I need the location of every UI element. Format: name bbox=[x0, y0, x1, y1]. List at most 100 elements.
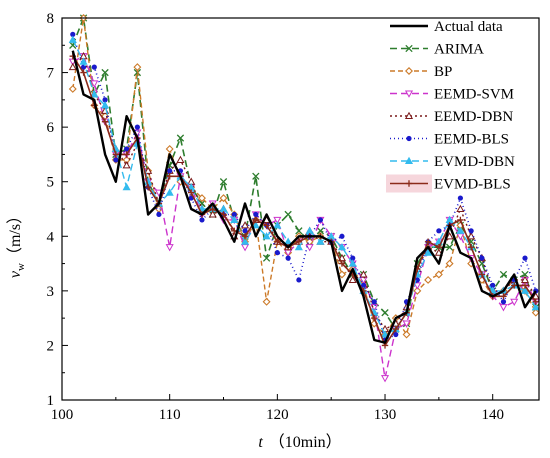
x-axis-label: t （10min） bbox=[258, 433, 341, 451]
legend: Actual data ARIMA BP EEMD-SVM EEMD-DBN EEMD-B… bbox=[386, 19, 515, 193]
legend-item-actual-data: Actual data bbox=[390, 19, 503, 35]
data-point-bp bbox=[133, 63, 142, 72]
data-point-evmd-bls bbox=[521, 282, 529, 289]
x-axis-symbol: t bbox=[258, 434, 263, 451]
data-point-evmd-bls bbox=[500, 293, 507, 300]
data-point-eemd-bls bbox=[124, 146, 130, 152]
data-point-evmd-dbn bbox=[262, 232, 271, 240]
series-line-actual-data bbox=[71, 50, 537, 344]
data-point-bp bbox=[197, 194, 206, 203]
data-point-eemd-bls bbox=[360, 282, 367, 288]
data-point-eemd-svm bbox=[380, 375, 390, 383]
data-point-eemd-dbn bbox=[144, 166, 153, 174]
data-point-bp bbox=[531, 308, 540, 317]
data-point-bp bbox=[219, 194, 228, 203]
data-point-eemd-dbn bbox=[240, 221, 250, 229]
data-point-eemd-bls bbox=[522, 255, 528, 261]
data-point-evmd-dbn bbox=[79, 57, 88, 65]
data-point-evmd-bls bbox=[166, 173, 173, 180]
data-point-evmd-dbn bbox=[380, 330, 390, 338]
data-point-evmd-bls bbox=[101, 118, 109, 125]
data-point-eemd-bls bbox=[436, 228, 442, 234]
data-point-evmd-bls bbox=[252, 216, 260, 224]
data-point-eemd-bls bbox=[113, 157, 119, 163]
data-point-eemd-bls bbox=[350, 255, 356, 261]
data-point-eemd-bls bbox=[167, 168, 173, 174]
data-point-eemd-svm bbox=[90, 80, 99, 88]
data-point-eemd-dbn bbox=[122, 161, 131, 169]
data-point-arima bbox=[101, 68, 109, 77]
data-point-evmd-bls bbox=[457, 216, 464, 224]
y-axis-symbol: v bbox=[7, 270, 24, 278]
data-point-eemd-svm bbox=[273, 216, 282, 225]
data-point-evmd-bls bbox=[511, 282, 518, 289]
legend-item-bp: BP bbox=[390, 64, 452, 80]
data-point-evmd-bls bbox=[188, 189, 195, 196]
data-point-evmd-dbn bbox=[90, 90, 99, 98]
data-point-eemd-bls bbox=[199, 217, 205, 223]
x-tick-label-120: 120 bbox=[266, 407, 289, 423]
data-point-eemd-bls bbox=[70, 31, 76, 37]
data-point-bp bbox=[413, 286, 422, 295]
legend-marker-arima bbox=[405, 44, 413, 53]
y-tick-label-2: 2 bbox=[47, 338, 55, 354]
data-point-eemd-svm bbox=[165, 244, 174, 252]
series-line-evmd-bls bbox=[72, 55, 537, 347]
data-point-eemd-bls bbox=[296, 277, 302, 283]
legend-marker-eemd-bls bbox=[406, 135, 412, 142]
data-point-evmd-bls bbox=[112, 151, 120, 158]
series-line-bp bbox=[72, 17, 537, 336]
x-axis-unit: （10min） bbox=[269, 433, 342, 451]
data-point-eemd-bls bbox=[91, 64, 97, 70]
axes: 1 2 3 4 5 6 7 8 100 110 120 130 140 bbox=[47, 11, 504, 423]
data-point-arima bbox=[198, 199, 206, 208]
data-point-arima bbox=[176, 134, 185, 142]
y-tick-label-4: 4 bbox=[47, 229, 55, 245]
data-point-evmd-dbn bbox=[101, 101, 110, 109]
data-point-arima bbox=[499, 270, 508, 279]
data-point-evmd-bls bbox=[295, 238, 303, 245]
data-point-evmd-bls bbox=[338, 260, 346, 267]
data-point-arima bbox=[445, 243, 454, 251]
data-point-evmd-bls bbox=[263, 222, 270, 229]
x-tick-label-130: 130 bbox=[374, 407, 397, 423]
data-point-evmd-dbn bbox=[520, 286, 530, 294]
y-tick-label-8: 8 bbox=[47, 11, 55, 27]
x-tick-label-100: 100 bbox=[51, 407, 74, 423]
y-axis-label: vw（m/s） bbox=[6, 208, 27, 278]
data-point-evmd-bls bbox=[467, 244, 475, 251]
data-point-evmd-bls bbox=[532, 298, 539, 305]
data-point-evmd-bls bbox=[371, 314, 378, 322]
legend-item-arima: ARIMA bbox=[390, 42, 484, 58]
data-point-evmd-dbn bbox=[294, 242, 303, 251]
data-point-bp bbox=[262, 297, 271, 306]
data-point-eemd-svm bbox=[499, 304, 508, 312]
data-point-eemd-bls bbox=[490, 282, 496, 288]
data-point-arima bbox=[219, 178, 228, 186]
data-point-eemd-bls bbox=[500, 299, 507, 305]
data-point-eemd-svm bbox=[305, 244, 314, 252]
data-point-eemd-dbn bbox=[359, 270, 368, 278]
data-point-bp bbox=[402, 330, 411, 339]
data-point-evmd-bls bbox=[478, 271, 486, 278]
legend-item-eemd-bls: EEMD-BLS bbox=[390, 132, 509, 148]
legend-label-evmd-dbn: EVMD-DBN bbox=[434, 154, 515, 170]
data-point-eemd-dbn bbox=[445, 232, 454, 240]
data-point-evmd-bls bbox=[80, 69, 87, 76]
data-point-eemd-bls bbox=[274, 250, 280, 256]
data-point-evmd-dbn bbox=[348, 259, 357, 267]
data-point-arima bbox=[295, 227, 303, 235]
data-point-bp bbox=[434, 270, 443, 279]
data-point-evmd-dbn bbox=[531, 302, 540, 311]
legend-marker-bp bbox=[405, 67, 413, 75]
data-point-bp bbox=[445, 259, 454, 268]
data-point-eemd-bls bbox=[479, 255, 485, 261]
data-point-evmd-dbn bbox=[230, 215, 239, 223]
data-point-evmd-bls bbox=[123, 151, 130, 158]
data-point-eemd-dbn bbox=[68, 62, 77, 71]
y-axis-subscript: w bbox=[15, 263, 27, 271]
data-point-eemd-svm bbox=[402, 320, 411, 328]
data-point-eemd-bls bbox=[393, 331, 399, 338]
data-point-evmd-bls bbox=[392, 325, 399, 333]
data-point-eemd-bls bbox=[468, 228, 474, 234]
